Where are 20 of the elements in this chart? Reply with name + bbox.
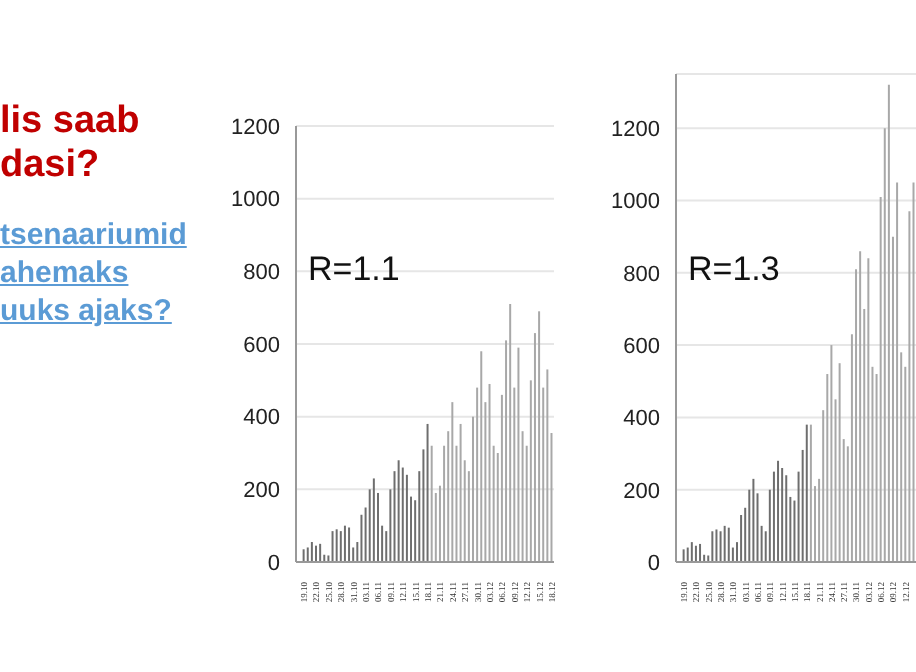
y-tick-label: 800 (243, 261, 280, 286)
y-tick-label: 200 (623, 479, 660, 504)
y-tick-label: 1000 (611, 190, 660, 215)
text: lis saab dasi? (0, 100, 142, 188)
text: ahemaks (0, 254, 131, 292)
y-tick-label: 1200 (231, 115, 280, 140)
text: uuks ajaks? (0, 292, 174, 330)
y-tick-label: 400 (243, 406, 280, 431)
y-tick-label: 400 (623, 407, 660, 432)
annotation: R=1.1 (308, 250, 400, 290)
annotation: R=1.3 (688, 250, 780, 290)
y-tick-label: 1000 (231, 188, 280, 213)
y-tick-label: 600 (623, 334, 660, 359)
text: tsenaariumid (0, 216, 189, 254)
y-tick-label: 200 (243, 479, 280, 504)
y-tick-label: 1200 (611, 118, 660, 143)
y-tick-label: 0 (647, 551, 660, 576)
y-tick-label: 600 (243, 333, 280, 358)
y-tick-label: 0 (267, 551, 280, 576)
y-tick-label: 800 (623, 262, 660, 287)
